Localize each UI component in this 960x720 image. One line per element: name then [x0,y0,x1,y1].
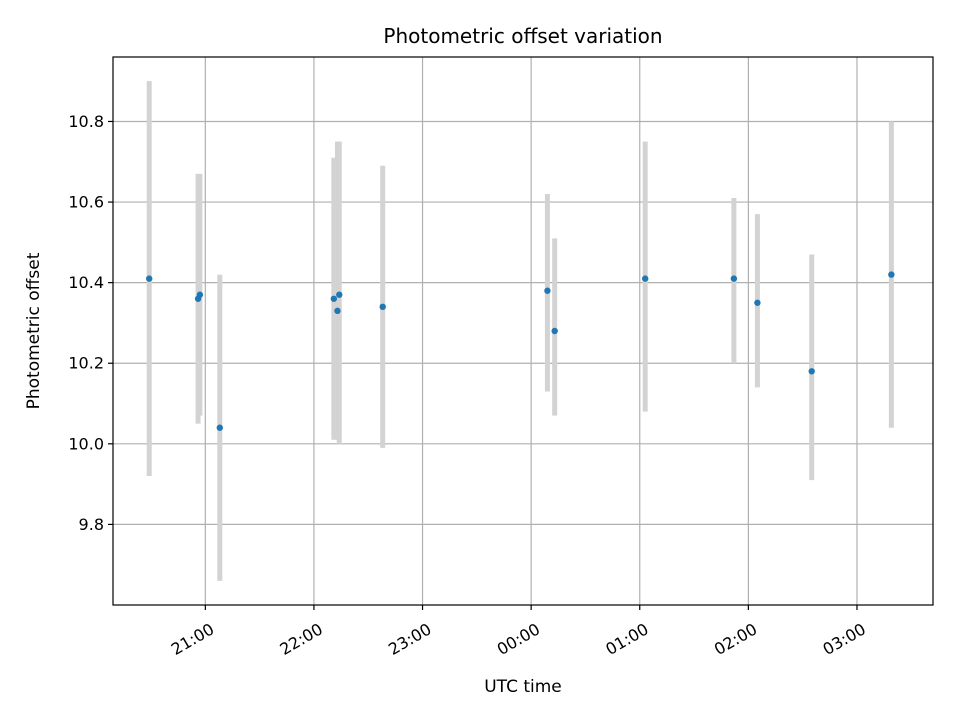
data-point [216,424,223,431]
data-point [641,275,649,282]
data-point [754,299,761,306]
data-points [146,271,895,431]
y-axis-label: Photometric offset [24,252,44,409]
x-axis-label: UTC time [484,677,562,697]
data-point [544,287,551,294]
data-point [334,307,341,315]
data-point [146,275,153,282]
y-tick-label: 10.2 [68,354,104,373]
plot-frame [112,56,934,606]
data-point [888,271,895,278]
data-point [808,368,815,375]
data-point [730,275,738,282]
y-tick-label: 9.8 [79,515,104,534]
y-tick-label: 10.0 [68,434,104,453]
data-point [330,295,338,302]
data-point [551,327,558,335]
data-point [196,291,204,298]
y-tick-label: 10.8 [68,112,104,131]
y-tick-label: 10.4 [68,273,104,292]
data-point [336,291,343,298]
grid-lines [113,57,933,605]
y-tick-label: 10.6 [68,193,104,212]
chart-title: Photometric offset variation [383,24,662,48]
data-point [379,303,386,311]
